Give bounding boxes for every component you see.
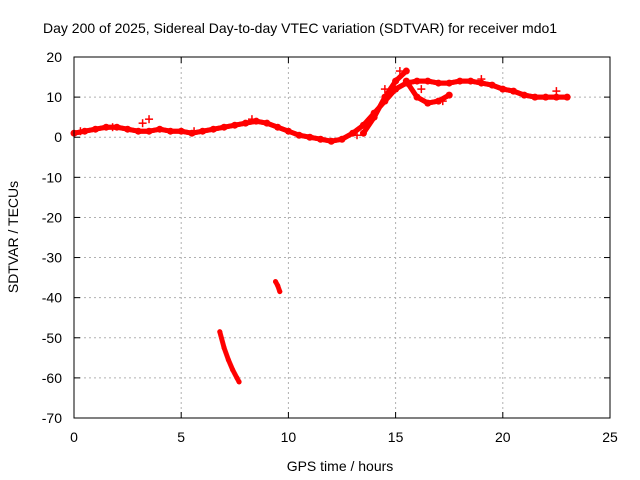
data-point	[236, 379, 242, 385]
data-point	[370, 113, 378, 121]
data-point	[477, 79, 485, 87]
data-point	[381, 93, 389, 101]
data-point	[499, 85, 507, 93]
grid-layer	[74, 57, 610, 418]
chart-title: Day 200 of 2025, Sidereal Day-to-day VTE…	[43, 20, 557, 36]
data-point	[113, 123, 121, 131]
data-point	[274, 123, 282, 131]
data-point	[156, 125, 164, 133]
data-point	[220, 123, 228, 131]
data-point	[177, 127, 185, 135]
data-point	[230, 367, 236, 373]
data-point	[392, 77, 400, 85]
y-tick-label: -20	[42, 209, 62, 225]
data-point	[277, 289, 283, 295]
plus-marker	[380, 85, 389, 94]
data-point	[102, 123, 110, 131]
data-point	[317, 135, 325, 143]
x-tick-label: 10	[281, 429, 297, 445]
y-tick-label: -40	[42, 290, 62, 306]
data-point	[327, 137, 335, 145]
data-point	[225, 357, 231, 363]
plus-marker	[353, 131, 362, 140]
plot-frame	[73, 56, 611, 419]
data-point	[338, 135, 346, 143]
data-point	[402, 67, 410, 75]
data-point	[542, 93, 550, 101]
data-point	[263, 119, 271, 127]
data-point	[413, 93, 421, 101]
tick-layer: 20 10 0 -10 -20 -30 -40 -50 -60 -70 0 5 10 15 20 25	[42, 49, 618, 445]
data-point	[424, 77, 432, 85]
y-tick-label: -10	[42, 169, 62, 185]
y-axis-label: SDTVAR / TECUs	[5, 181, 21, 293]
plus-marker	[552, 87, 561, 96]
data-point	[445, 79, 453, 87]
plus-marker	[247, 115, 256, 124]
data-point	[166, 127, 174, 135]
y-tick-label: -60	[42, 370, 62, 386]
data-point	[124, 125, 132, 133]
data-point	[134, 127, 142, 135]
y-tick-label: -30	[42, 250, 62, 266]
data-point	[510, 87, 518, 95]
plus-marker	[395, 67, 404, 76]
plus-marker	[108, 123, 117, 132]
plus-marker	[417, 85, 426, 94]
data-point	[275, 283, 281, 289]
x-tick-label: 15	[388, 429, 404, 445]
plus-marker	[145, 115, 154, 124]
data-point	[91, 125, 99, 133]
data-point	[520, 91, 528, 99]
data-point	[145, 127, 153, 135]
data-point	[445, 91, 453, 99]
x-axis-label: GPS time / hours	[287, 458, 394, 474]
data-point	[81, 127, 89, 135]
y-tick-label: 10	[46, 89, 62, 105]
series-satellite-arc-a	[217, 329, 242, 384]
data-point	[242, 119, 250, 127]
data-point	[306, 133, 314, 141]
data-point	[413, 77, 421, 85]
data-point	[402, 77, 410, 85]
plus-marker	[76, 127, 85, 136]
data-point	[456, 77, 464, 85]
plus-marker	[477, 75, 486, 84]
plus-marker	[190, 127, 199, 136]
y-tick-label: 20	[46, 49, 62, 65]
x-tick-label: 5	[177, 429, 185, 445]
data-point	[434, 79, 442, 87]
data-point	[424, 99, 432, 107]
series-rising-branch	[360, 68, 409, 136]
data-point	[199, 127, 207, 135]
data-point	[273, 279, 279, 285]
x-tick-label: 0	[70, 429, 78, 445]
data-point	[434, 97, 442, 105]
y-tick-label: -70	[42, 410, 62, 426]
plus-marker	[438, 97, 447, 106]
x-tick-label: 25	[602, 429, 618, 445]
data-point	[209, 125, 217, 133]
data-point	[217, 329, 223, 335]
data-point	[231, 121, 239, 129]
y-tick-label: -50	[42, 330, 62, 346]
plus-marker	[138, 119, 147, 128]
data-point	[552, 93, 560, 101]
data-point	[221, 345, 227, 351]
data-point	[531, 93, 539, 101]
data-point	[284, 127, 292, 135]
x-tick-label: 20	[495, 429, 511, 445]
data-point	[488, 81, 496, 89]
data-point	[563, 93, 571, 101]
data-point	[359, 129, 367, 137]
y-tick-label: 0	[54, 129, 62, 145]
data-point	[467, 77, 475, 85]
marker-layer	[76, 67, 561, 140]
data-point	[295, 131, 303, 139]
series-layer	[70, 67, 571, 385]
data-point	[234, 375, 240, 381]
